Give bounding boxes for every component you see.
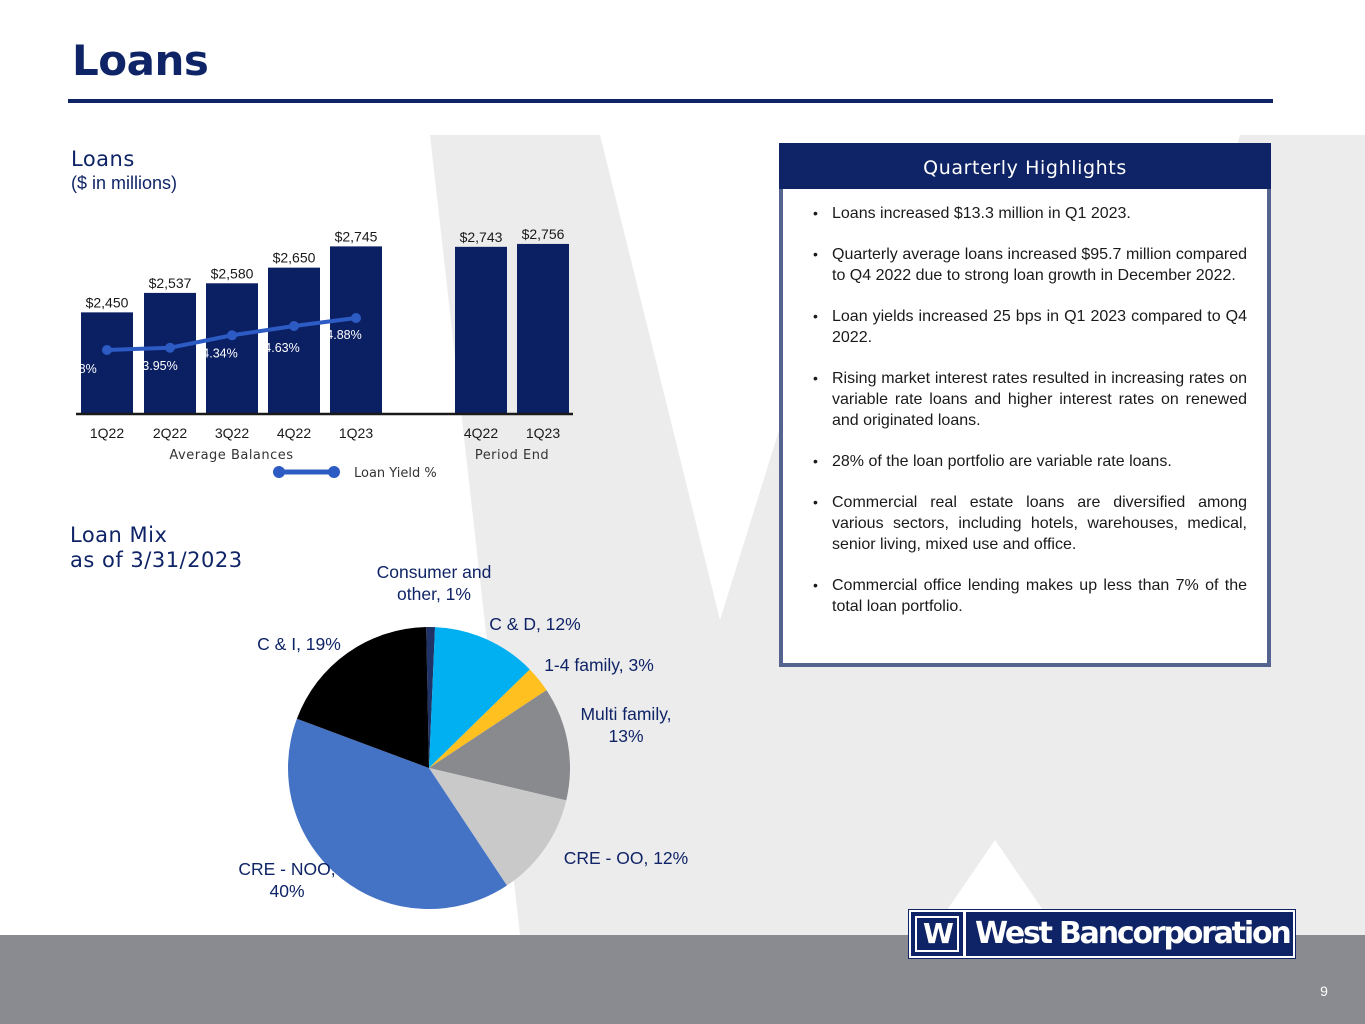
bar <box>455 246 507 413</box>
loan-yield-point <box>165 342 175 353</box>
loans-bar-chart: $2,450 1Q22 $2,537 2Q22 $2,580 3Q22 $2,650 4Q22… <box>61 226 573 481</box>
pie-slice <box>426 627 436 768</box>
highlights-list: Loans increased $13.3 million in Q1 2023… <box>811 203 1247 637</box>
highlight-item: Quarterly average loans increased $95.7 … <box>811 244 1247 286</box>
pie-slice <box>429 627 530 768</box>
x-tick-label: 2Q22 <box>153 425 187 441</box>
pie-slice-label: Multi family, 13% <box>580 704 671 746</box>
loan-yield-point <box>227 330 237 341</box>
x-tick-label: 1Q22 <box>90 425 124 441</box>
loan-yield-point <box>102 345 112 355</box>
bar-value-label: $2,650 <box>273 250 316 266</box>
pie-slice-label: C & I, 19% <box>257 634 341 654</box>
legend-marker <box>273 466 285 478</box>
bar-value-label: $2,450 <box>86 294 129 310</box>
highlight-item: Commercial office lending makes up less … <box>811 575 1247 617</box>
x-tick-label: 1Q23 <box>526 425 560 441</box>
loan-mix-subtitle: as of 3/31/2023 <box>70 548 243 572</box>
loan-yield-point <box>351 313 361 323</box>
bar <box>268 267 320 413</box>
x-tick-label: 3Q22 <box>215 425 249 441</box>
bar-value-label: $2,745 <box>335 228 378 244</box>
highlight-item: Loan yields increased 25 bps in Q1 2023 … <box>811 306 1247 348</box>
x-tick-label: 1Q23 <box>339 425 373 441</box>
highlight-item: 28% of the loan portfolio are variable r… <box>811 451 1247 472</box>
loan-yield-label: 4.88% <box>326 328 361 342</box>
pie-slice <box>288 718 507 909</box>
loans-chart-subtitle: ($ in millions) <box>71 173 178 193</box>
bar-value-label: $2,756 <box>522 226 565 242</box>
highlight-item: Commercial real estate loans are diversi… <box>811 492 1247 555</box>
loan-mix-pie-chart: Consumer and other, 1% C & D, 12% 1-4 famil… <box>238 562 688 909</box>
loan-yield-point <box>289 321 299 331</box>
pie-slice-label: CRE - NOO, 40% <box>238 859 335 901</box>
pie-slice-label: 1-4 family, 3% <box>544 655 654 675</box>
logo-wordmark: West Bancorporation <box>975 916 1292 951</box>
group-label: Average Balances <box>169 448 293 463</box>
pie-slice <box>429 669 547 768</box>
group-label: Period End <box>475 448 549 463</box>
bar-value-label: $2,580 <box>211 265 254 281</box>
loan-yield-label: 3.95% <box>142 359 177 373</box>
page-number: 9 <box>1320 983 1328 999</box>
loan-yield-label: 3.88% <box>61 362 96 376</box>
pie-slice-label: C & D, 12% <box>489 614 580 634</box>
pie-slice-label: Consumer and other, 1% <box>377 562 492 604</box>
bar <box>330 246 382 413</box>
loan-yield-label: 4.63% <box>264 341 299 355</box>
highlights-header: Quarterly Highlights <box>779 143 1271 189</box>
logo-mark: W <box>915 916 959 952</box>
loans-chart-title: Loans <box>71 147 135 171</box>
bar-value-label: $2,537 <box>149 275 192 291</box>
logo-divider <box>963 912 966 956</box>
x-tick-label: 4Q22 <box>464 425 498 441</box>
quarterly-highlights-panel: Quarterly Highlights Loans increased $13… <box>779 143 1271 667</box>
title-divider <box>68 99 1273 103</box>
west-bancorporation-logo: W West Bancorporation <box>908 909 1296 959</box>
pie-slice-label: CRE - OO, 12% <box>564 848 688 868</box>
pie-slice <box>429 690 570 801</box>
bar <box>81 312 133 413</box>
pie-slice <box>429 768 567 886</box>
legend-marker <box>328 466 340 478</box>
highlight-item: Rising market interest rates resulted in… <box>811 368 1247 431</box>
loan-mix-title: Loan Mix <box>70 523 168 547</box>
pie-slice <box>296 627 429 768</box>
bar <box>206 283 258 413</box>
bar <box>144 292 196 413</box>
bar <box>517 243 569 413</box>
bar-value-label: $2,743 <box>460 229 503 245</box>
highlight-item: Loans increased $13.3 million in Q1 2023… <box>811 203 1247 224</box>
legend-label: Loan Yield % <box>354 466 437 481</box>
x-tick-label: 4Q22 <box>277 425 311 441</box>
page-title: Loans <box>72 36 209 85</box>
loan-yield-label: 4.34% <box>202 346 237 360</box>
